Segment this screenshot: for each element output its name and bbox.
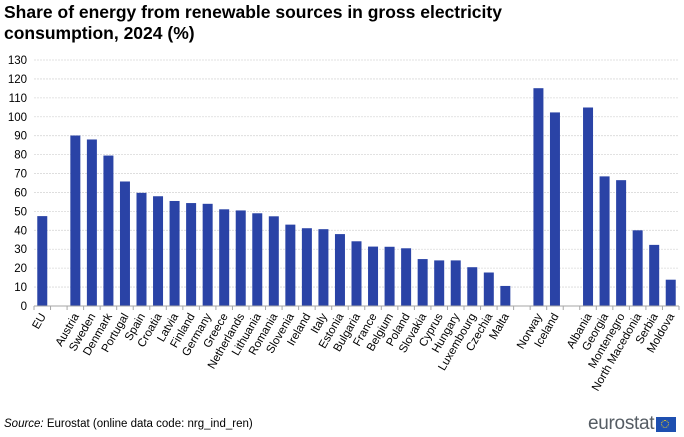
bar <box>599 176 610 306</box>
bar <box>169 200 180 306</box>
bar <box>301 228 312 306</box>
bar <box>37 216 48 306</box>
bar <box>632 230 643 306</box>
x-axis <box>33 305 680 310</box>
y-tick-label: 80 <box>14 150 27 162</box>
bar <box>136 192 147 306</box>
y-tick-label: 70 <box>14 169 27 181</box>
bar <box>417 259 428 306</box>
source-label: Source: <box>4 418 44 430</box>
y-tick-label: 110 <box>9 93 27 105</box>
eu-flag-icon <box>656 416 677 432</box>
logo-text: eurostat <box>588 413 655 434</box>
eurostat-logo: eurostat <box>588 413 677 434</box>
bar <box>202 203 213 306</box>
bar <box>665 279 676 306</box>
bar <box>351 241 362 306</box>
bar <box>401 248 412 306</box>
bar <box>500 285 511 306</box>
y-tick-label: 50 <box>14 206 27 218</box>
y-tick-label: 40 <box>14 225 27 237</box>
y-tick-label: 130 <box>8 55 27 67</box>
bar <box>70 135 81 306</box>
bar <box>119 181 130 306</box>
bar <box>219 209 230 306</box>
y-tick-label: 120 <box>8 74 27 86</box>
y-tick-label: 10 <box>14 282 27 294</box>
bar <box>533 88 544 307</box>
source-text: Eurostat (online data code: nrg_ind_ren) <box>43 418 253 430</box>
bar <box>103 155 114 306</box>
bar <box>153 196 164 306</box>
bar <box>450 260 461 306</box>
bar <box>235 210 246 306</box>
chart-title: Share of energy from renewable sources i… <box>4 2 502 43</box>
y-axis-ticks: 0 10 20 30 40 50 60 70 80 90 100 110 120 130 <box>8 55 27 313</box>
bar <box>467 267 478 306</box>
bar <box>434 260 445 306</box>
bar <box>549 112 560 306</box>
bar-chart: 0 10 20 30 40 50 60 70 80 90 100 110 120 130 EU Austri… <box>8 55 680 393</box>
bar <box>334 234 345 306</box>
bar <box>268 216 279 306</box>
y-tick-label: 20 <box>14 263 27 275</box>
x-tick-label: EU <box>30 312 48 332</box>
bar <box>285 224 296 306</box>
source-note: Source: Eurostat (online data code: nrg_… <box>4 418 253 430</box>
bar <box>483 272 494 306</box>
bar <box>186 203 197 306</box>
bar <box>368 246 379 306</box>
bars <box>37 88 676 307</box>
y-tick-label: 0 <box>21 301 27 313</box>
bar <box>86 139 97 306</box>
bar <box>583 107 594 307</box>
y-tick-label: 100 <box>8 112 27 124</box>
y-tick-label: 60 <box>14 187 27 199</box>
bar <box>252 213 263 306</box>
y-tick-label: 90 <box>14 131 27 143</box>
x-axis-labels: EU AustriaSwedenDenmarkPortugalSpainCroat… <box>30 311 677 393</box>
bar <box>616 180 627 306</box>
bar <box>384 246 395 306</box>
bar <box>649 244 660 306</box>
y-tick-label: 30 <box>14 244 27 256</box>
bar <box>318 229 329 306</box>
